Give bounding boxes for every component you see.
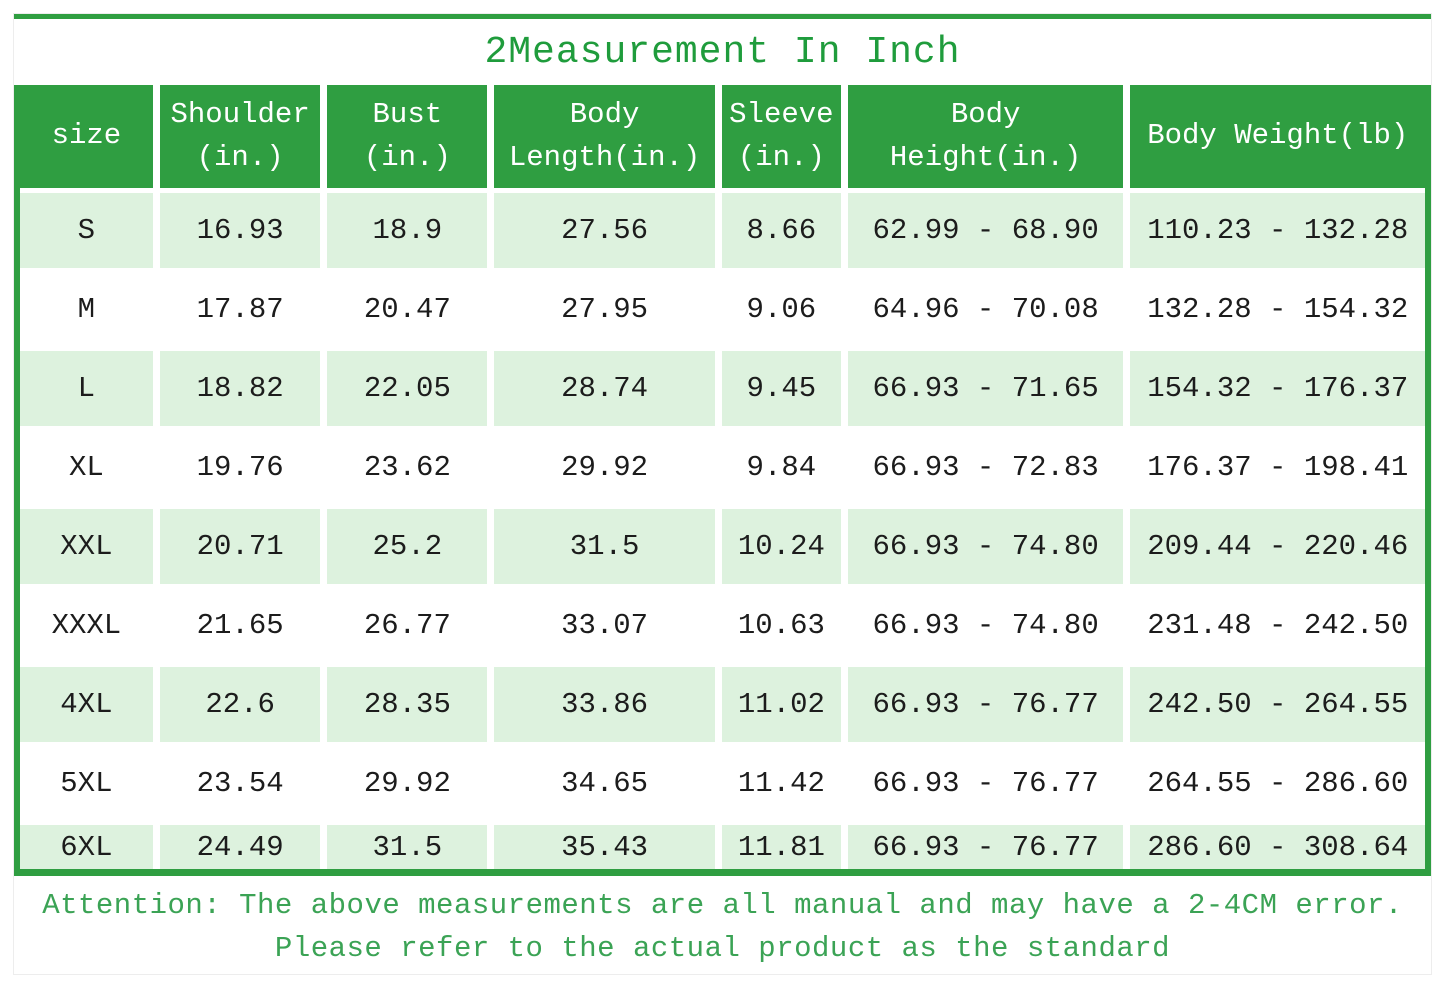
table-cell-body-height: 64.96 - 70.08 bbox=[847, 272, 1124, 347]
table-cell-size: S bbox=[20, 193, 153, 268]
attention-line-2: Please refer to the actual product as th… bbox=[274, 932, 1171, 965]
table-cell-body-length: 35.43 bbox=[494, 825, 715, 869]
table-cell-sleeve: 9.06 bbox=[721, 272, 841, 347]
table-cell-sleeve: 11.81 bbox=[721, 825, 841, 869]
size-chart-card: 2Measurement In Inch size Shoulder (in.)… bbox=[13, 13, 1432, 975]
table-cell-sleeve: 10.24 bbox=[721, 509, 841, 584]
table-cell-shoulder: 21.65 bbox=[159, 588, 321, 663]
table-cell-body-length: 27.56 bbox=[494, 193, 715, 268]
bottom-green-rule bbox=[14, 869, 1431, 876]
table-body: S 16.93 18.9 27.56 8.66 62.99 - 68.90 11… bbox=[20, 193, 1425, 869]
table-cell-body-weight: 231.48 - 242.50 bbox=[1130, 588, 1425, 663]
table-cell-bust: 28.35 bbox=[327, 667, 488, 742]
table-cell-sleeve: 9.45 bbox=[721, 351, 841, 426]
table-cell-shoulder: 19.76 bbox=[159, 430, 321, 505]
table-cell-bust: 29.92 bbox=[327, 746, 488, 821]
table-cell-size: 5XL bbox=[20, 746, 153, 821]
table-cell-bust: 23.62 bbox=[327, 430, 488, 505]
table-cell-shoulder: 24.49 bbox=[159, 825, 321, 869]
table-cell-body-weight: 110.23 - 132.28 bbox=[1130, 193, 1425, 268]
header-cell-bust: Bust (in.) bbox=[327, 85, 488, 188]
table-cell-shoulder: 20.71 bbox=[159, 509, 321, 584]
top-green-rule bbox=[14, 14, 1431, 19]
table-cell-sleeve: 10.63 bbox=[721, 588, 841, 663]
table-cell-body-height: 66.93 - 76.77 bbox=[847, 825, 1124, 869]
attention-footer: Attention: The above measurements are al… bbox=[14, 876, 1431, 970]
table-cell-shoulder: 16.93 bbox=[159, 193, 321, 268]
table-row: L 18.82 22.05 28.74 9.45 66.93 - 71.65 1… bbox=[20, 351, 1425, 426]
table-cell-body-weight: 264.55 - 286.60 bbox=[1130, 746, 1425, 821]
table-cell-size: M bbox=[20, 272, 153, 347]
table-cell-size: 4XL bbox=[20, 667, 153, 742]
table-header-row: size Shoulder (in.) Bust (in.) Body Leng… bbox=[20, 85, 1425, 188]
table-cell-bust: 26.77 bbox=[327, 588, 488, 663]
table-cell-body-height: 66.93 - 76.77 bbox=[847, 746, 1124, 821]
table-cell-sleeve: 8.66 bbox=[721, 193, 841, 268]
table-cell-body-height: 66.93 - 74.80 bbox=[847, 509, 1124, 584]
table-row: XXL 20.71 25.2 31.5 10.24 66.93 - 74.80 … bbox=[20, 509, 1425, 584]
table-cell-body-height: 62.99 - 68.90 bbox=[847, 193, 1124, 268]
table-cell-body-weight: 154.32 - 176.37 bbox=[1130, 351, 1425, 426]
table-row: 4XL 22.6 28.35 33.86 11.02 66.93 - 76.77… bbox=[20, 667, 1425, 742]
table-cell-body-height: 66.93 - 72.83 bbox=[847, 430, 1124, 505]
table-cell-body-length: 27.95 bbox=[494, 272, 715, 347]
attention-line-1: Attention: The above measurements are al… bbox=[42, 889, 1403, 922]
table-cell-bust: 22.05 bbox=[327, 351, 488, 426]
table-row: 6XL 24.49 31.5 35.43 11.81 66.93 - 76.77… bbox=[20, 825, 1425, 869]
table-cell-sleeve: 11.42 bbox=[721, 746, 841, 821]
table-cell-body-weight: 286.60 - 308.64 bbox=[1130, 825, 1425, 869]
header-cell-size: size bbox=[20, 85, 153, 188]
table-cell-bust: 18.9 bbox=[327, 193, 488, 268]
table-cell-size: XXXL bbox=[20, 588, 153, 663]
table-cell-size: L bbox=[20, 351, 153, 426]
table-cell-body-height: 66.93 - 76.77 bbox=[847, 667, 1124, 742]
table-cell-shoulder: 18.82 bbox=[159, 351, 321, 426]
table-cell-size: XL bbox=[20, 430, 153, 505]
table-cell-body-length: 33.07 bbox=[494, 588, 715, 663]
table-cell-body-height: 66.93 - 74.80 bbox=[847, 588, 1124, 663]
header-cell-sleeve: Sleeve (in.) bbox=[721, 85, 841, 188]
table-cell-body-length: 31.5 bbox=[494, 509, 715, 584]
table-cell-body-length: 29.92 bbox=[494, 430, 715, 505]
table-cell-body-length: 28.74 bbox=[494, 351, 715, 426]
table-cell-body-weight: 132.28 - 154.32 bbox=[1130, 272, 1425, 347]
table-cell-body-length: 34.65 bbox=[494, 746, 715, 821]
table-cell-body-height: 66.93 - 71.65 bbox=[847, 351, 1124, 426]
header-cell-shoulder: Shoulder (in.) bbox=[159, 85, 321, 188]
table-cell-bust: 20.47 bbox=[327, 272, 488, 347]
header-cell-body-length: Body Length(in.) bbox=[494, 85, 715, 188]
table-cell-body-weight: 176.37 - 198.41 bbox=[1130, 430, 1425, 505]
size-table: size Shoulder (in.) Bust (in.) Body Leng… bbox=[14, 85, 1431, 869]
table-cell-size: XXL bbox=[20, 509, 153, 584]
table-row: XL 19.76 23.62 29.92 9.84 66.93 - 72.83 … bbox=[20, 430, 1425, 505]
table-row: XXXL 21.65 26.77 33.07 10.63 66.93 - 74.… bbox=[20, 588, 1425, 663]
table-cell-sleeve: 9.84 bbox=[721, 430, 841, 505]
table-cell-body-weight: 209.44 - 220.46 bbox=[1130, 509, 1425, 584]
page-title: 2Measurement In Inch bbox=[484, 30, 961, 74]
table-cell-shoulder: 23.54 bbox=[159, 746, 321, 821]
table-cell-body-weight: 242.50 - 264.55 bbox=[1130, 667, 1425, 742]
table-row: S 16.93 18.9 27.56 8.66 62.99 - 68.90 11… bbox=[20, 193, 1425, 268]
header-cell-body-height: Body Height(in.) bbox=[847, 85, 1124, 188]
table-cell-body-length: 33.86 bbox=[494, 667, 715, 742]
table-row: M 17.87 20.47 27.95 9.06 64.96 - 70.08 1… bbox=[20, 272, 1425, 347]
header-cell-body-weight: Body Weight(lb) bbox=[1130, 85, 1425, 188]
table-cell-shoulder: 22.6 bbox=[159, 667, 321, 742]
table-row: 5XL 23.54 29.92 34.65 11.42 66.93 - 76.7… bbox=[20, 746, 1425, 821]
table-cell-bust: 31.5 bbox=[327, 825, 488, 869]
table-cell-bust: 25.2 bbox=[327, 509, 488, 584]
table-cell-size: 6XL bbox=[20, 825, 153, 869]
table-cell-sleeve: 11.02 bbox=[721, 667, 841, 742]
table-cell-shoulder: 17.87 bbox=[159, 272, 321, 347]
